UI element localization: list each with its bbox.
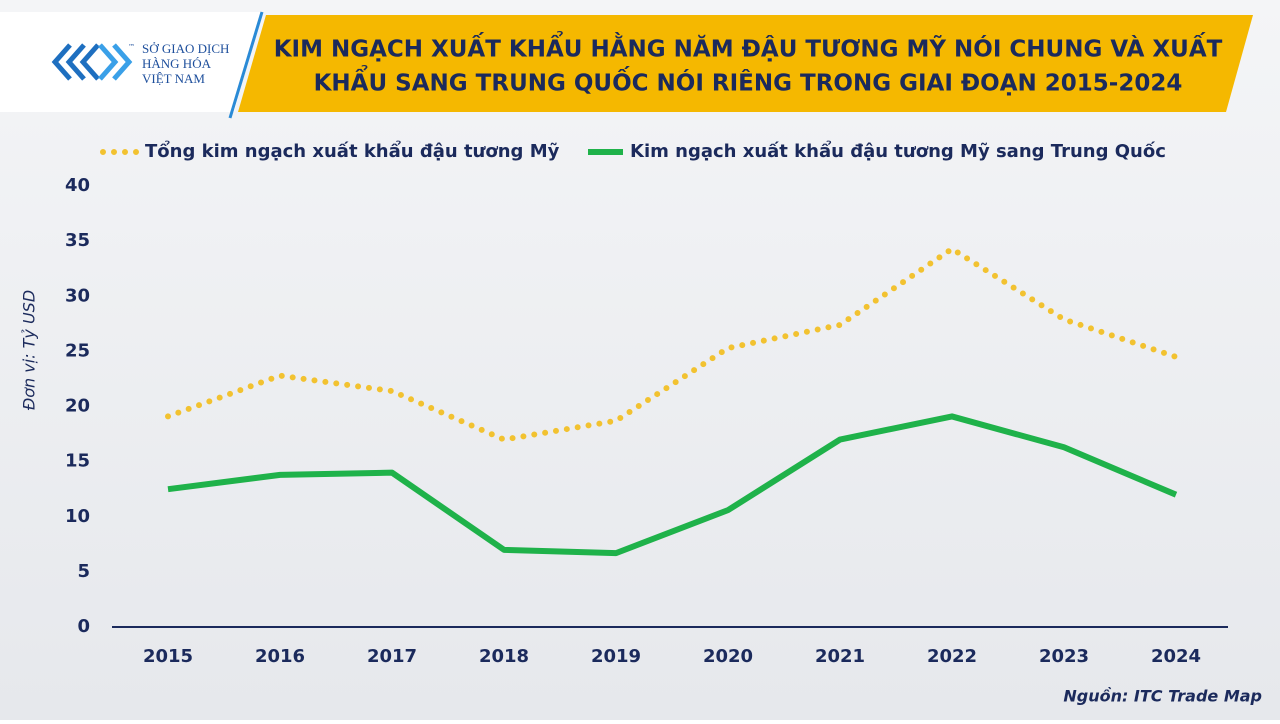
logo-mark: ™ (128, 43, 135, 51)
source-note: Nguồn: ITC Trade Map (1063, 687, 1262, 706)
logo-icon (51, 43, 133, 81)
x-tick-label: 2019 (591, 646, 641, 667)
legend-label: Tổng kim ngạch xuất khẩu đậu tương Mỹ (145, 140, 560, 162)
y-tick-label: 35 (65, 230, 90, 251)
legend-label: Kim ngạch xuất khẩu đậu tương Mỹ sang Tr… (630, 140, 1166, 162)
china-line (167, 413, 1178, 557)
chart-title: KIM NGẠCH XUẤT KHẨU HẰNG NĂM ĐẬU TƯƠNG M… (274, 32, 1223, 63)
x-tick-label: 2016 (255, 646, 305, 667)
x-tick-label: 2015 (143, 646, 193, 667)
y-tick-label: 15 (65, 451, 90, 472)
x-tick-label: 2024 (1151, 646, 1201, 667)
logo-text: HÀNG HÓA (142, 56, 212, 71)
chart-title: KHẨU SANG TRUNG QUỐC NÓI RIÊNG TRONG GIA… (314, 66, 1183, 97)
x-tick-label: 2023 (1039, 646, 1089, 667)
y-tick-label: 25 (65, 340, 90, 361)
x-tick-label: 2018 (479, 646, 529, 667)
y-tick-label: 30 (65, 285, 90, 306)
y-axis-label: Đơn vị: Tỷ USD (20, 290, 39, 410)
logo-divider (228, 11, 264, 119)
y-tick-label: 40 (65, 175, 90, 196)
title-banner (238, 15, 1253, 112)
total-line (165, 245, 1179, 443)
logo-text: VIỆT NAM (142, 71, 205, 86)
x-tick-label: 2017 (367, 646, 417, 667)
logo-text: SỞ GIAO DỊCH (142, 41, 229, 56)
y-tick-label: 10 (65, 506, 90, 527)
x-tick-label: 2022 (927, 646, 977, 667)
y-tick-label: 20 (65, 396, 90, 417)
x-tick-label: 2021 (815, 646, 865, 667)
y-tick-label: 0 (77, 616, 90, 637)
y-tick-label: 5 (77, 561, 90, 582)
x-tick-label: 2020 (703, 646, 753, 667)
